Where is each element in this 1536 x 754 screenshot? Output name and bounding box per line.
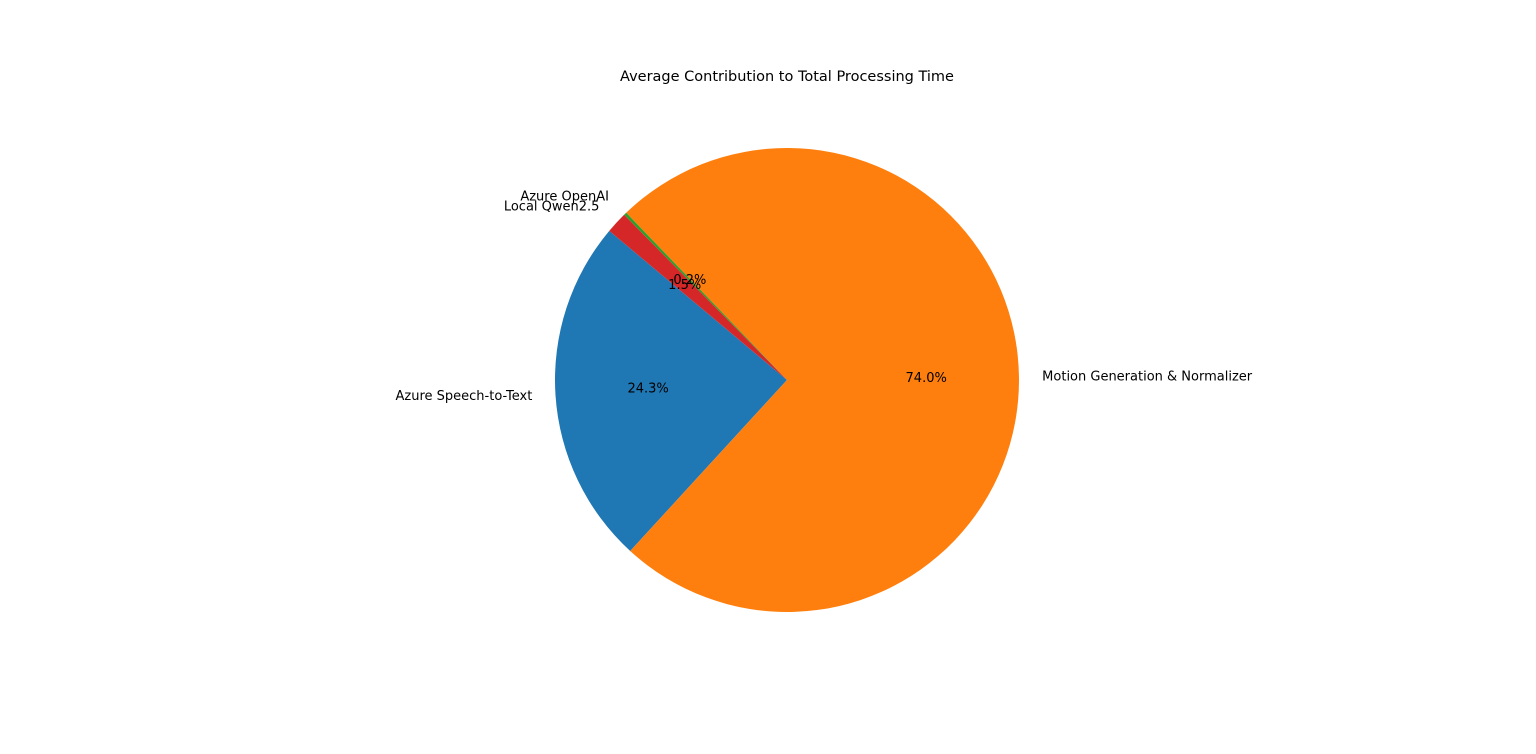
chart-title: Average Contribution to Total Processing… xyxy=(620,69,954,85)
pie-labels: Azure Speech-to-Text 24.3% Motion Generati… xyxy=(396,190,1253,404)
slice-label-local-qwen2-5: Local Qwen2.5 xyxy=(504,199,600,214)
slice-percent-local-qwen2-5: 1.5% xyxy=(668,278,701,293)
slice-percent-azure-speech-to-text: 24.3% xyxy=(627,382,668,397)
pie-slice-azure-speech-to-text xyxy=(555,230,787,551)
slice-label-azure-speech-to-text: Azure Speech-to-Text xyxy=(396,389,533,404)
slice-label-motion-generation-normalizer: Motion Generation & Normalizer xyxy=(1042,369,1253,384)
slice-percent-azure-openai: 0.2% xyxy=(673,273,706,288)
pie-slice-motion-generation-normalizer xyxy=(626,147,1019,612)
slice-label-azure-openai: Azure OpenAI xyxy=(520,190,609,205)
pie-slice-azure-openai xyxy=(624,212,787,380)
slice-percent-motion-generation-normalizer: 74.0% xyxy=(906,371,947,386)
pie-slice-local-qwen2-5 xyxy=(609,214,787,380)
pie-slices xyxy=(555,147,1019,612)
